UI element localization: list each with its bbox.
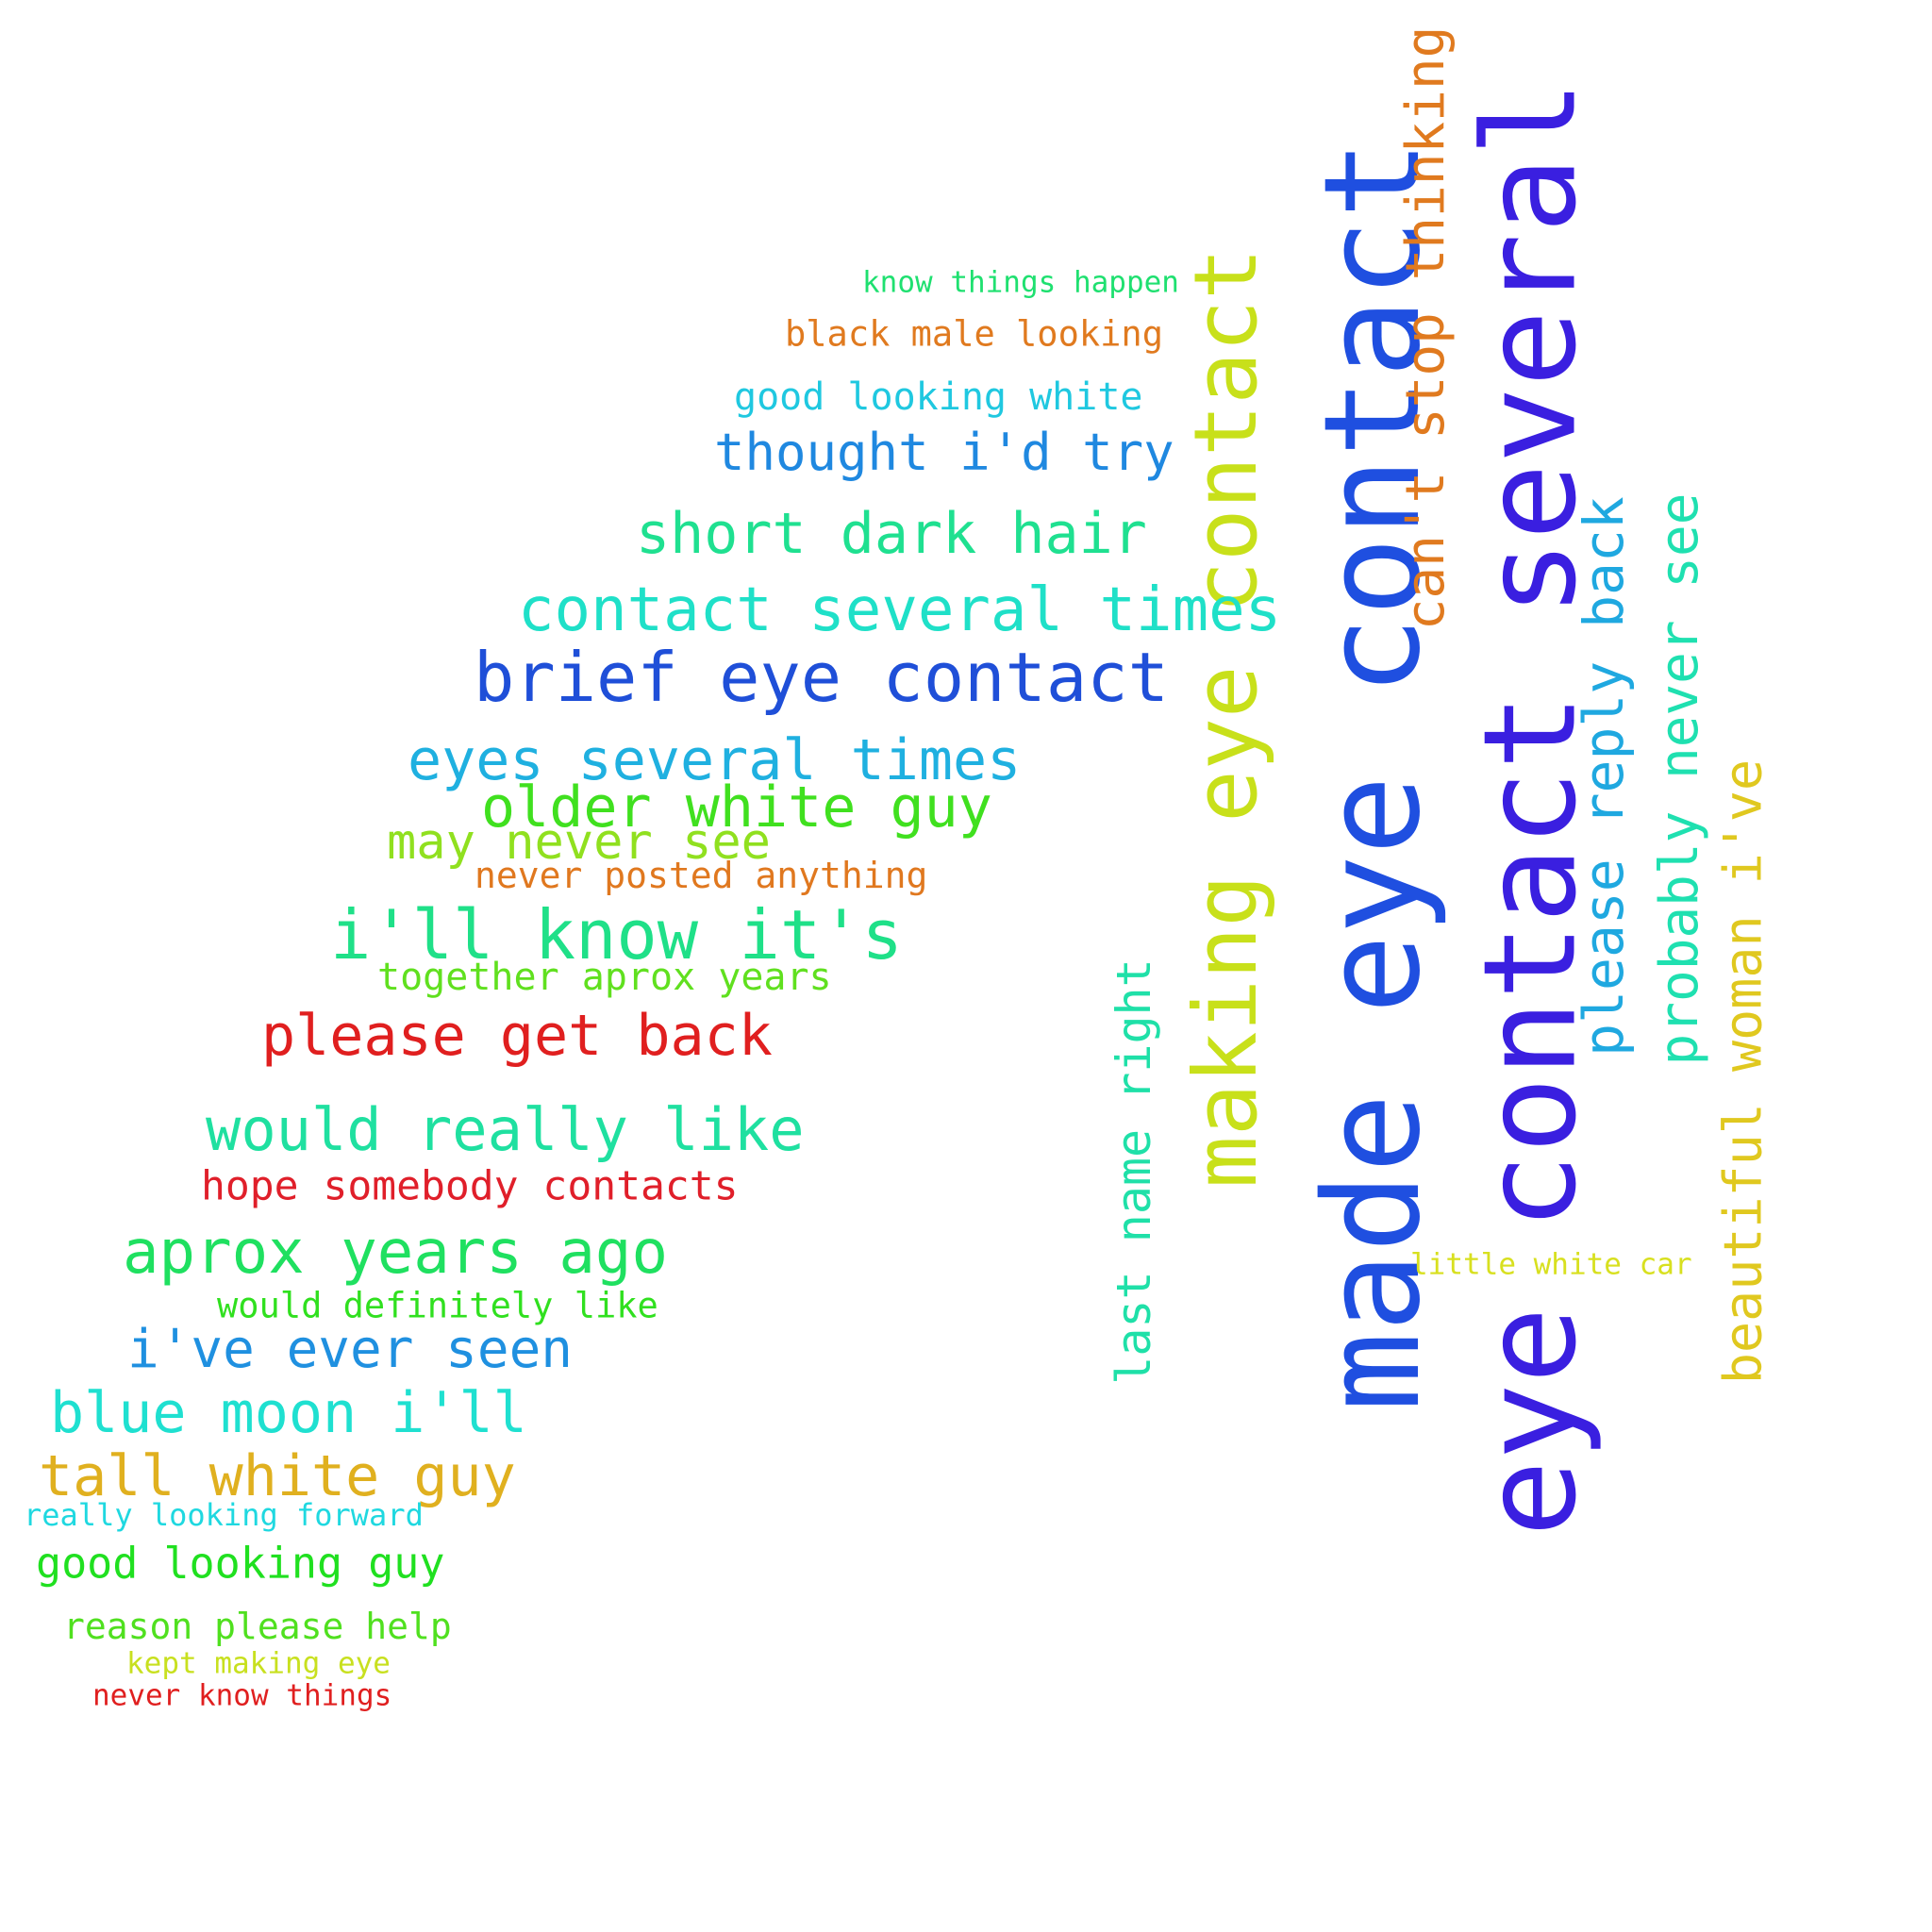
word-never-know-things: never know things (92, 1678, 392, 1713)
word-please-get-back: please get back (261, 1003, 773, 1069)
word-making-eye-contact: making eye contact (1175, 247, 1276, 1189)
word-brief-eye-contact: brief eye contact (474, 638, 1169, 717)
word-good-looking-white: good looking white (734, 375, 1143, 419)
word-cant-stop-thinking: can't stop thinking (1395, 25, 1457, 631)
word-good-looking-guy: good looking guy (36, 1538, 445, 1589)
word-contact-several-times: contact several times (518, 575, 1282, 645)
word-ill-know-its: i'll know it's (330, 895, 903, 974)
word-may-never-see: may never see (387, 814, 771, 871)
word-probably-never-see: probably never see (1649, 492, 1710, 1066)
word-last-name-right: last name right (1107, 958, 1161, 1385)
word-please-reply-back: please reply back (1572, 496, 1636, 1057)
word-tall-white-guy: tall white guy (39, 1443, 516, 1509)
word-hope-somebody-contacts: hope somebody contacts (201, 1162, 739, 1210)
word-would-definitely-like: would definitely like (217, 1285, 658, 1326)
word-aprox-years-ago: aprox years ago (123, 1218, 668, 1288)
word-kept-making-eye: kept making eye (126, 1646, 391, 1681)
word-beautiful-woman-ive: beautiful woman i've (1712, 758, 1774, 1385)
word-short-dark-hair: short dark hair (636, 501, 1147, 567)
word-together-aprox-years: together aprox years (377, 956, 832, 999)
word-older-white-guy: older white guy (481, 774, 992, 841)
word-black-male-looking: black male looking (785, 313, 1163, 355)
word-would-really-like: would really like (206, 1095, 805, 1164)
word-know-things-happen: know things happen (862, 265, 1179, 300)
word-thought-id-try: thought i'd try (714, 423, 1174, 482)
word-little-white-car: little white car (1410, 1247, 1692, 1282)
word-never-posted-anything: never posted anything (475, 855, 928, 896)
word-ive-ever-seen: i've ever seen (127, 1319, 574, 1380)
word-reason-please-help: reason please help (63, 1606, 452, 1647)
word-really-looking-forward: really looking forward (24, 1497, 424, 1533)
word-eyes-several-times: eyes several times (408, 727, 1022, 793)
word-blue-moon-ill: blue moon i'll (50, 1380, 527, 1446)
